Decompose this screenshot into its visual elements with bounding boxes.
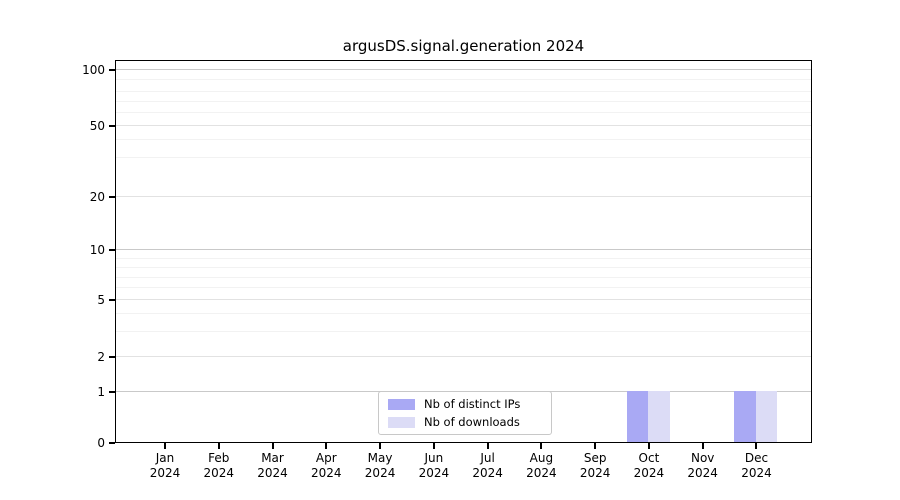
bar-dec-distinct-ips <box>734 391 756 443</box>
y-gridline-80 <box>116 91 811 93</box>
y-tick-mark-2 <box>109 355 115 358</box>
y-gridline-100 <box>116 69 811 71</box>
plot-area <box>115 60 812 443</box>
legend-swatch-icon <box>388 416 415 428</box>
x-tick-mark-oct <box>647 443 650 449</box>
y-tick-label-50: 50 <box>89 118 105 133</box>
x-tick-mark-jul <box>486 443 489 449</box>
x-tick-mark-aug <box>540 443 543 449</box>
y-tick-mark-10 <box>109 249 115 251</box>
y-tick-label-0: 0 <box>97 436 105 450</box>
x-tick-mark-sep <box>594 443 597 449</box>
x-tick-label-jul: Jul 2024 <box>472 451 503 480</box>
x-tick-mark-apr <box>325 443 328 449</box>
y-tick-label-100: 100 <box>82 62 105 77</box>
y-tick-label-5: 5 <box>97 292 105 307</box>
y-gridline-2 <box>116 356 811 358</box>
y-tick-mark-50 <box>109 124 115 127</box>
x-tick-label-dec: Dec 2024 <box>741 451 772 480</box>
x-tick-label-aug: Aug 2024 <box>526 451 557 480</box>
x-tick-mark-feb <box>217 443 220 449</box>
x-tick-label-oct: Oct 2024 <box>633 451 665 480</box>
x-tick-label-jun: Jun 2024 <box>418 451 450 480</box>
y-gridline-90 <box>116 79 811 81</box>
y-gridline-70 <box>116 101 811 103</box>
y-tick-label-20: 20 <box>89 189 105 204</box>
y-gridline-8 <box>116 267 811 269</box>
y-tick-label-10: 10 <box>89 243 105 257</box>
x-tick-mark-jun <box>432 443 435 449</box>
x-tick-label-sep: Sep 2024 <box>579 451 611 480</box>
legend-swatch-icon <box>388 398 415 410</box>
x-tick-mark-jan <box>164 443 166 449</box>
y-tick-mark-0 <box>109 442 115 444</box>
x-tick-mark-dec <box>755 443 758 449</box>
y-gridline-10 <box>116 249 811 251</box>
y-gridline-20 <box>116 196 811 198</box>
y-gridline-7 <box>116 277 811 279</box>
legend-row-distinct-ips: Nb of distinct IPs <box>379 397 551 411</box>
y-tick-mark-20 <box>109 195 115 198</box>
x-tick-mark-may <box>379 443 382 449</box>
x-tick-label-may: May 2024 <box>364 451 396 480</box>
y-gridline-5 <box>116 299 811 301</box>
y-gridline-9 <box>116 258 811 260</box>
y-gridline-4 <box>116 313 811 315</box>
y-gridline-3 <box>116 331 811 333</box>
y-gridline-60 <box>116 112 811 114</box>
y-tick-mark-1 <box>109 390 115 393</box>
x-tick-mark-mar <box>271 443 274 449</box>
y-gridline-50 <box>116 125 811 127</box>
bar-oct-distinct-ips <box>626 391 649 443</box>
legend: Nb of distinct IPs Nb of downloads <box>378 391 552 435</box>
y-tick-label-1: 1 <box>97 384 105 399</box>
bar-dec-downloads <box>755 391 778 443</box>
y-gridline-30 <box>116 157 811 159</box>
x-tick-label-nov: Nov 2024 <box>687 451 718 480</box>
y-gridline-6 <box>116 287 811 289</box>
x-tick-label-feb: Feb 2024 <box>203 451 235 480</box>
y-tick-mark-100 <box>109 68 115 71</box>
x-tick-label-apr: Apr 2024 <box>311 451 342 480</box>
legend-label: Nb of distinct IPs <box>424 397 521 411</box>
chart-title: argusDS.signal.generation 2024 <box>342 37 585 55</box>
x-tick-mark-nov <box>701 443 704 449</box>
bar-oct-downloads <box>648 391 670 443</box>
y-tick-mark-5 <box>109 298 115 301</box>
x-tick-label-mar: Mar 2024 <box>257 451 288 480</box>
legend-row-downloads: Nb of downloads <box>379 415 551 429</box>
y-tick-label-2: 2 <box>97 349 105 364</box>
legend-label: Nb of downloads <box>424 415 520 429</box>
x-tick-label-jan: Jan 2024 <box>149 451 181 480</box>
y-gridline-40 <box>116 139 811 141</box>
